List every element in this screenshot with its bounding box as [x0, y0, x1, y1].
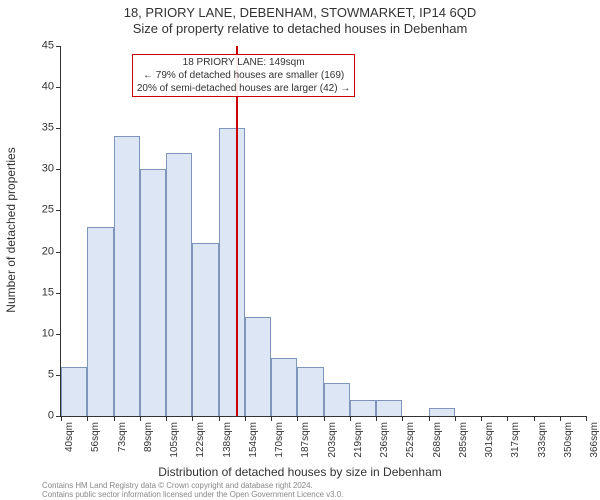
- histogram-bar: [61, 367, 87, 416]
- ytick-label: 45: [24, 41, 54, 52]
- xtick-mark: [586, 416, 587, 421]
- chart-root: 18, PRIORY LANE, DEBENHAM, STOWMARKET, I…: [0, 0, 600, 500]
- histogram-bar: [376, 400, 402, 416]
- ytick-mark: [56, 169, 61, 170]
- ytick-label: 10: [24, 328, 54, 339]
- xtick-mark: [455, 416, 456, 421]
- histogram-bar: [324, 383, 350, 416]
- xtick-mark: [219, 416, 220, 421]
- ytick-label: 0: [24, 411, 54, 422]
- xtick-mark: [560, 416, 561, 421]
- marker-line: [236, 46, 238, 416]
- xtick-mark: [507, 416, 508, 421]
- ytick-mark: [56, 293, 61, 294]
- annotation-line: ← 79% of detached houses are smaller (16…: [137, 69, 350, 82]
- xtick-label: 170sqm: [274, 422, 285, 458]
- xtick-label: 187sqm: [300, 422, 311, 458]
- xtick-label: 252sqm: [405, 422, 416, 458]
- ytick-label: 35: [24, 123, 54, 134]
- xtick-label: 317sqm: [510, 422, 521, 458]
- plot-outer: 05101520253035404540sqm56sqm73sqm89sqm10…: [60, 46, 585, 416]
- xtick-label: 56sqm: [90, 422, 101, 452]
- xtick-mark: [192, 416, 193, 421]
- footer-line2: Contains public sector information licen…: [42, 490, 343, 499]
- page-title: 18, PRIORY LANE, DEBENHAM, STOWMARKET, I…: [0, 0, 600, 21]
- xtick-mark: [166, 416, 167, 421]
- xtick-label: 154sqm: [248, 422, 259, 458]
- ytick-label: 25: [24, 205, 54, 216]
- xtick-mark: [429, 416, 430, 421]
- xtick-mark: [245, 416, 246, 421]
- xtick-mark: [61, 416, 62, 421]
- xtick-label: 301sqm: [484, 422, 495, 458]
- histogram-bar: [192, 243, 218, 416]
- xtick-label: 73sqm: [117, 422, 128, 452]
- histogram-bar: [350, 400, 376, 416]
- histogram-bar: [271, 358, 297, 416]
- xtick-label: 138sqm: [222, 422, 233, 458]
- ytick-label: 5: [24, 369, 54, 380]
- ytick-mark: [56, 210, 61, 211]
- xtick-mark: [481, 416, 482, 421]
- xtick-label: 268sqm: [432, 422, 443, 458]
- ytick-mark: [56, 334, 61, 335]
- histogram-bar: [245, 317, 271, 416]
- xtick-label: 203sqm: [327, 422, 338, 458]
- xtick-mark: [376, 416, 377, 421]
- x-axis-label: Distribution of detached houses by size …: [0, 465, 600, 479]
- xtick-mark: [324, 416, 325, 421]
- histogram-bar: [297, 367, 323, 416]
- xtick-label: 366sqm: [589, 422, 600, 458]
- ytick-mark: [56, 252, 61, 253]
- xtick-label: 236sqm: [379, 422, 390, 458]
- histogram-bar: [87, 227, 113, 416]
- ytick-mark: [56, 46, 61, 47]
- xtick-mark: [297, 416, 298, 421]
- histogram-bar: [219, 128, 245, 416]
- xtick-label: 89sqm: [143, 422, 154, 452]
- xtick-label: 105sqm: [169, 422, 180, 458]
- y-axis-label: Number of detached properties: [4, 147, 18, 312]
- xtick-label: 40sqm: [64, 422, 75, 452]
- xtick-mark: [402, 416, 403, 421]
- xtick-mark: [140, 416, 141, 421]
- xtick-mark: [271, 416, 272, 421]
- ytick-label: 15: [24, 287, 54, 298]
- footer-text: Contains HM Land Registry data © Crown c…: [42, 481, 343, 499]
- ytick-label: 40: [24, 82, 54, 93]
- xtick-mark: [534, 416, 535, 421]
- histogram-bar: [140, 169, 166, 416]
- ytick-label: 30: [24, 164, 54, 175]
- histogram-bar: [429, 408, 455, 416]
- xtick-mark: [87, 416, 88, 421]
- annotation-line: 18 PRIORY LANE: 149sqm: [137, 56, 350, 69]
- histogram-bar: [114, 136, 140, 416]
- xtick-mark: [114, 416, 115, 421]
- footer-line1: Contains HM Land Registry data © Crown c…: [42, 481, 343, 490]
- ytick-mark: [56, 87, 61, 88]
- xtick-label: 122sqm: [195, 422, 206, 458]
- annotation-box: 18 PRIORY LANE: 149sqm← 79% of detached …: [132, 54, 355, 97]
- annotation-line: 20% of semi-detached houses are larger (…: [137, 82, 350, 95]
- xtick-label: 285sqm: [458, 422, 469, 458]
- plot-area: 05101520253035404540sqm56sqm73sqm89sqm10…: [60, 46, 586, 417]
- page-subtitle: Size of property relative to detached ho…: [0, 21, 600, 37]
- ytick-mark: [56, 128, 61, 129]
- xtick-label: 350sqm: [563, 422, 574, 458]
- xtick-mark: [350, 416, 351, 421]
- xtick-label: 333sqm: [537, 422, 548, 458]
- ytick-label: 20: [24, 246, 54, 257]
- xtick-label: 219sqm: [353, 422, 364, 458]
- histogram-bar: [166, 153, 192, 416]
